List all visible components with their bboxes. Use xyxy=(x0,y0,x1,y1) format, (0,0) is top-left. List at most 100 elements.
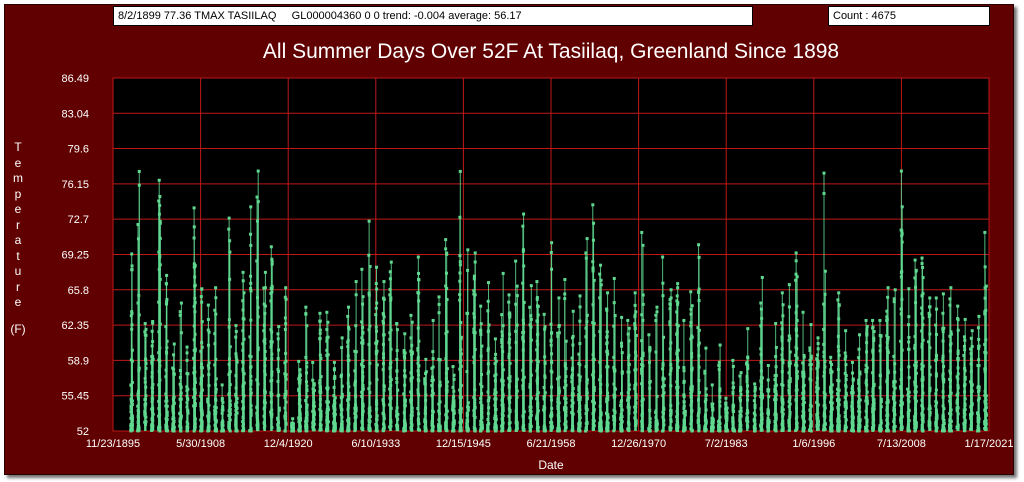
day-point xyxy=(738,396,742,400)
day-point xyxy=(536,319,540,323)
day-point xyxy=(227,227,231,231)
day-point xyxy=(354,409,358,413)
day-point xyxy=(654,319,658,323)
day-point xyxy=(165,413,169,417)
year-cluster xyxy=(143,322,148,431)
year-cluster xyxy=(416,255,421,432)
day-point xyxy=(311,387,315,391)
day-point xyxy=(619,425,623,429)
day-point xyxy=(206,364,210,368)
day-point xyxy=(158,322,162,326)
day-point xyxy=(528,323,532,327)
day-point xyxy=(164,375,168,379)
year-cluster xyxy=(626,318,631,433)
year-cluster xyxy=(535,280,540,433)
day-point xyxy=(760,316,764,320)
day-point xyxy=(227,325,231,329)
day-point xyxy=(270,262,274,266)
day-point xyxy=(466,405,470,409)
day-point xyxy=(220,398,224,402)
day-point xyxy=(641,293,645,297)
day-point xyxy=(599,374,603,378)
year-cluster xyxy=(633,291,638,431)
day-point xyxy=(612,393,616,397)
day-point xyxy=(647,360,651,364)
day-point xyxy=(347,327,351,331)
day-point xyxy=(514,384,518,388)
day-point xyxy=(550,267,554,271)
year-cluster xyxy=(668,288,673,432)
day-point xyxy=(682,318,686,322)
day-point xyxy=(564,410,568,414)
day-point xyxy=(522,410,526,414)
day-point xyxy=(361,326,365,330)
year-cluster xyxy=(157,178,162,433)
day-point xyxy=(409,336,413,340)
year-cluster xyxy=(423,357,428,433)
day-point xyxy=(206,414,210,418)
day-point xyxy=(241,348,245,352)
day-point xyxy=(724,425,728,429)
day-point xyxy=(634,333,638,337)
day-point xyxy=(640,413,644,417)
year-cluster xyxy=(402,332,407,433)
day-point xyxy=(410,398,414,402)
day-point xyxy=(543,374,547,378)
day-point xyxy=(676,401,680,405)
day-point xyxy=(424,393,428,397)
day-point xyxy=(536,333,540,337)
day-point xyxy=(563,386,567,390)
day-point xyxy=(682,369,686,373)
day-point xyxy=(136,392,140,396)
day-point xyxy=(676,348,680,352)
day-point xyxy=(403,332,407,336)
day-point xyxy=(417,422,421,426)
day-point xyxy=(508,379,512,383)
day-point xyxy=(683,410,687,414)
day-point xyxy=(738,416,742,420)
day-point xyxy=(367,418,371,422)
day-point xyxy=(655,420,659,424)
year-cluster xyxy=(395,322,400,432)
day-point xyxy=(550,385,554,389)
year-cluster xyxy=(353,280,358,433)
day-point xyxy=(529,284,533,288)
day-point xyxy=(466,429,470,433)
day-point xyxy=(416,291,420,295)
day-point xyxy=(634,310,638,314)
day-point xyxy=(389,260,393,264)
day-point xyxy=(234,324,238,328)
day-point xyxy=(375,399,379,403)
day-point xyxy=(542,395,546,399)
day-point xyxy=(640,412,644,416)
day-point xyxy=(255,419,259,423)
day-point xyxy=(669,296,673,300)
year-cluster xyxy=(710,383,715,433)
day-point xyxy=(458,395,462,399)
day-point xyxy=(249,274,253,278)
day-point xyxy=(452,373,456,377)
day-point xyxy=(515,284,519,288)
day-point xyxy=(592,278,596,282)
year-cluster xyxy=(311,360,316,432)
day-point xyxy=(179,301,183,305)
year-cluster xyxy=(577,294,582,433)
day-point xyxy=(375,408,379,412)
day-point xyxy=(353,411,357,415)
day-point xyxy=(179,415,183,419)
day-point xyxy=(437,425,441,429)
year-cluster xyxy=(444,238,449,433)
day-point xyxy=(605,330,609,334)
day-point xyxy=(571,429,575,433)
day-point xyxy=(185,397,189,401)
day-point xyxy=(417,278,421,282)
year-cluster xyxy=(563,278,568,433)
day-point xyxy=(529,314,533,318)
day-point xyxy=(256,346,260,350)
year-cluster xyxy=(199,287,204,433)
day-point xyxy=(662,384,666,388)
year-cluster xyxy=(206,303,211,433)
year-cluster xyxy=(759,275,764,432)
day-point xyxy=(326,400,330,404)
day-point xyxy=(305,380,309,384)
